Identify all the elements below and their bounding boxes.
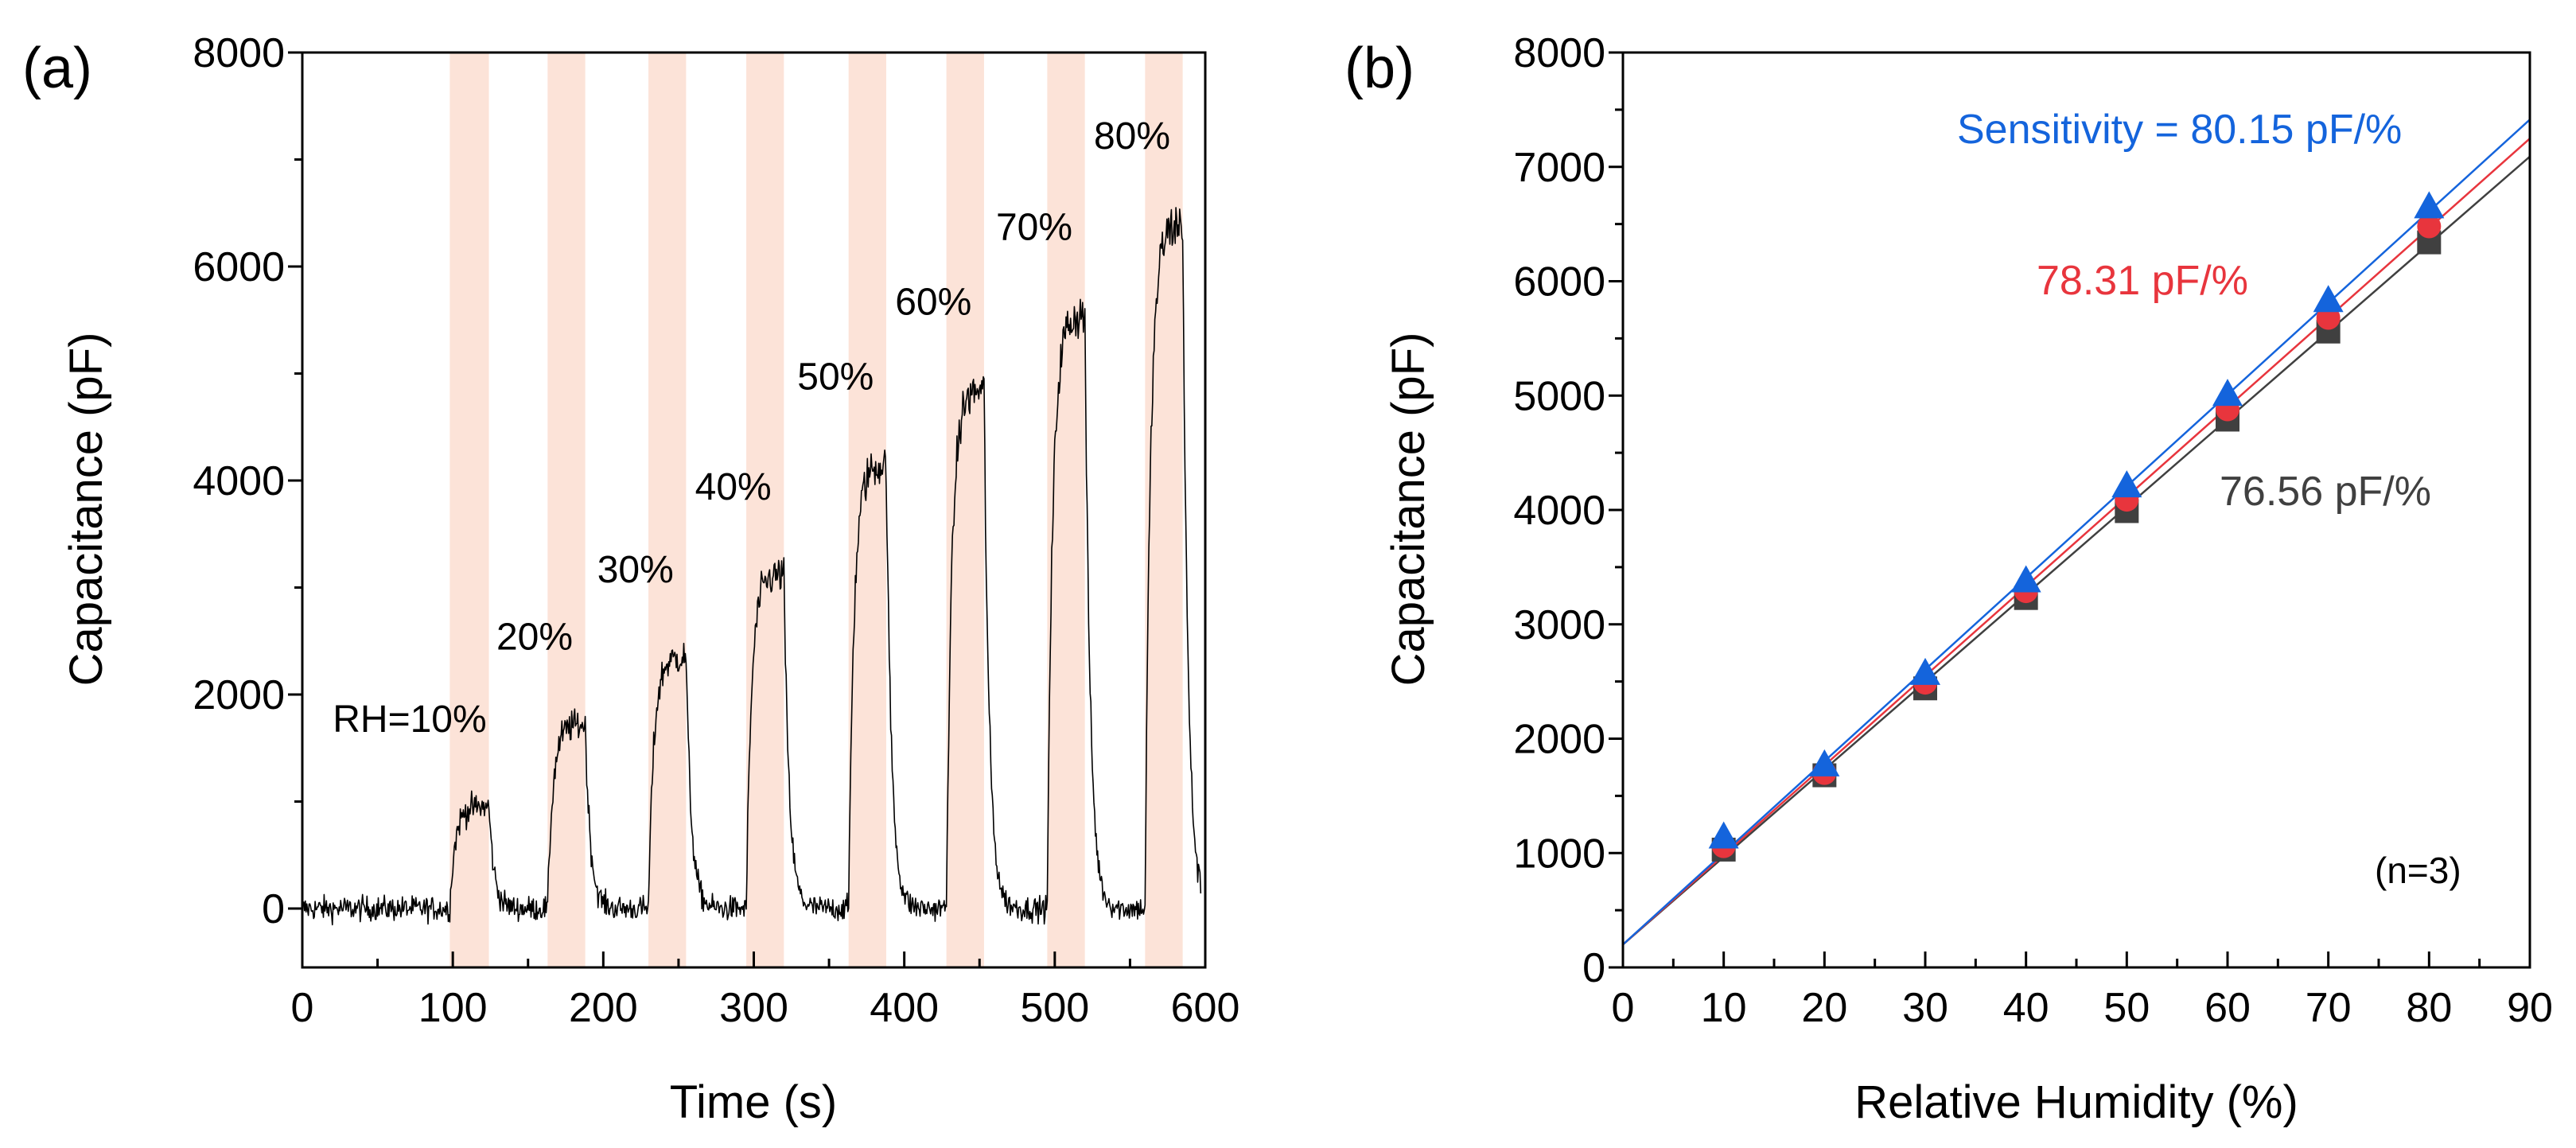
a-x-tick-label-5: 500 (1020, 985, 1089, 1031)
a-shaded-regions (449, 53, 1183, 967)
b-x-tick-label-7: 70 (2306, 985, 2352, 1031)
a-x-tick-label-0: 0 (291, 985, 314, 1031)
b-x-tick-label-9: 90 (2507, 985, 2553, 1031)
a-shade-5 (946, 53, 984, 967)
panel-a-label: (a) (22, 37, 92, 100)
b-x-axis-title: Relative Humidity (%) (1854, 1076, 2298, 1128)
a-y-tick-label-1: 2000 (193, 672, 285, 718)
b-y-axis-title: Capacitance (pF) (1383, 333, 1434, 687)
b-fit-line-1 (1622, 138, 2531, 946)
b-y-tick-label-2: 2000 (1513, 717, 1605, 763)
b-x-tick-label-4: 40 (2003, 985, 2049, 1031)
b-sensitivity-gray-label: 76.56 pF/% (2220, 469, 2431, 515)
b-marker-triangle-4 (2111, 470, 2142, 498)
a-y-tick-label-3: 6000 (193, 244, 285, 290)
a-shade-3 (746, 53, 784, 967)
a-step-label-2: 30% (597, 549, 674, 591)
b-marker-triangle-5 (2212, 379, 2243, 407)
b-marker-triangle-6 (2313, 285, 2344, 313)
b-x-tick-label-6: 60 (2204, 985, 2251, 1031)
b-x-tick-label-3: 30 (1902, 985, 1948, 1031)
a-y-tick-label-4: 8000 (193, 30, 285, 76)
b-y-tick-label-1: 1000 (1513, 831, 1605, 877)
a-step-label-4: 50% (797, 356, 874, 399)
b-marker-triangle-7 (2414, 191, 2445, 219)
a-x-tick-label-4: 400 (870, 985, 939, 1031)
a-x-tick-label-2: 200 (569, 985, 638, 1031)
b-fit-line-0 (1622, 155, 2531, 946)
a-shade-2 (648, 53, 687, 967)
a-shade-1 (547, 53, 586, 967)
a-x-tick-label-6: 600 (1171, 985, 1240, 1031)
a-y-tick-label-2: 4000 (193, 458, 285, 504)
b-marker-triangle-1 (1809, 749, 1840, 776)
a-shade-7 (1145, 53, 1183, 967)
a-step-label-1: 20% (496, 617, 573, 659)
b-y-tick-label-4: 4000 (1513, 488, 1605, 534)
b-ticks: 0 10 20 30 40 50 60 70 80 90 0 1000 2000 3000 4000 5000… (1513, 30, 2553, 1031)
b-fit-line-2 (1622, 119, 2531, 946)
panel-b: (b) 0 10 20 30 40 50 60 70 80 90 0 1000 2000 3000 4000… (1344, 30, 2553, 1128)
a-capacitance-trace (302, 207, 1202, 926)
a-x-axis-title: Time (s) (670, 1076, 837, 1128)
a-step-label-7: 80% (1094, 115, 1170, 158)
b-n-label: (n=3) (2375, 850, 2461, 891)
b-marker-circle-7 (2417, 214, 2442, 239)
a-shade-0 (449, 53, 489, 967)
b-marker-triangle-0 (1708, 821, 1739, 849)
b-y-tick-label-0: 0 (1582, 945, 1605, 991)
panel-a: (a) RH=10%20% 30% 40% 50% 60% 70% 80% 0 100 200 3… (22, 30, 1239, 1128)
a-step-label-0: RH=10% (333, 699, 486, 741)
b-x-tick-label-8: 80 (2406, 985, 2452, 1031)
a-step-label-5: 60% (895, 282, 971, 324)
b-sensitivity-blue-label: Sensitivity = 80.15 pF/% (1957, 107, 2402, 153)
b-fit-lines (1622, 119, 2531, 946)
b-y-tick-label-3: 3000 (1513, 602, 1605, 648)
b-y-tick-label-6: 6000 (1513, 259, 1605, 305)
panel-b-label: (b) (1344, 37, 1414, 100)
a-shade-4 (848, 53, 886, 967)
b-x-tick-label-0: 0 (1612, 985, 1635, 1031)
b-x-tick-label-2: 20 (1801, 985, 1847, 1031)
b-x-tick-label-5: 50 (2103, 985, 2150, 1031)
a-x-tick-label-3: 300 (719, 985, 788, 1031)
a-y-tick-label-0: 0 (262, 886, 285, 932)
a-x-tick-label-1: 100 (418, 985, 488, 1031)
a-step-labels: RH=10%20% 30% 40% 50% 60% 70% 80% (333, 115, 1170, 741)
a-step-label-6: 70% (996, 206, 1072, 248)
b-y-tick-label-7: 7000 (1513, 145, 1605, 191)
b-y-tick-label-8: 8000 (1513, 30, 1605, 76)
b-marker-triangle-3 (2010, 565, 2041, 593)
a-step-label-3: 40% (695, 466, 772, 508)
b-markers (1708, 191, 2445, 862)
b-x-tick-label-1: 10 (1701, 985, 1747, 1031)
a-y-axis-title: Capacitance (pF) (60, 333, 112, 687)
b-marker-triangle-2 (1910, 657, 1940, 685)
b-sensitivity-red-label: 78.31 pF/% (2037, 258, 2248, 304)
b-y-tick-label-5: 5000 (1513, 373, 1605, 419)
